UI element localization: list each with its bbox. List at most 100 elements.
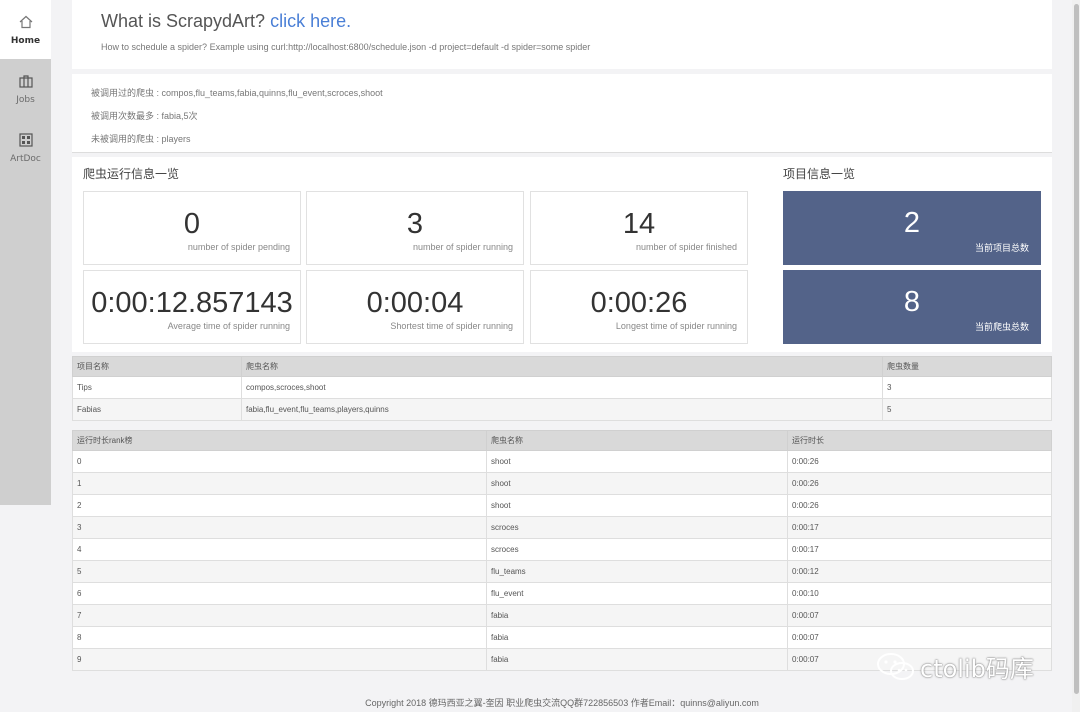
scrollbar[interactable] [1072,0,1080,712]
run-time-cell: 0:00:26 [787,472,1052,495]
spider-name-cell: fabia [486,648,788,671]
table-row: 3 scroces 0:00:17 [72,516,1052,539]
table-row: 2 shoot 0:00:26 [72,494,1052,517]
page-title: What is ScrapydArt? click here. [101,11,351,32]
stat-card-running: 3 number of spider running [306,191,524,265]
column-header: 爬虫名称 [241,356,883,377]
run-time-cell: 0:00:17 [787,516,1052,539]
rank-cell: 1 [72,472,487,495]
scrollbar-thumb[interactable] [1074,4,1079,694]
rank-cell: 2 [72,494,487,517]
footer-copyright: Copyright 2018 德玛西亚之翼-奎因 职业爬虫交流QQ群722856… [365,698,759,708]
watermark-text: ctolib码库 [920,655,1034,683]
stat-caption: Average time of spider running [167,321,290,331]
stat-caption: number of spider finished [635,242,737,252]
spider-name-cell: shoot [486,494,788,517]
projects-table: 项目名称 爬虫名称 爬虫数量 Tips compos,scroces,shoot… [72,356,1052,421]
table-row: 8 fabia 0:00:07 [72,626,1052,649]
rank-cell: 0 [72,450,487,473]
rank-cell: 6 [72,582,487,605]
column-header: 项目名称 [72,356,242,377]
rank-cell: 9 [72,648,487,671]
rank-table: 运行时长rank榜 爬虫名称 运行时长 0 shoot 0:00:26 1 shoot… [72,430,1052,671]
header-panel: What is ScrapydArt? click here. How to s… [72,0,1052,69]
project-name-cell: Tips [72,376,242,399]
spider-count-caption: 当前爬虫总数 [974,323,1029,333]
table-row: Fabias fabia,flu_event,flu_teams,players… [72,398,1052,421]
sidebar-item-artdoc[interactable]: ArtDoc [0,118,51,177]
spider-names-cell: fabia,flu_event,flu_teams,players,quinns [241,398,883,421]
column-header: 运行时长 [787,430,1052,451]
run-time-cell: 0:00:10 [787,582,1052,605]
run-time-cell: 0:00:07 [787,626,1052,649]
project-name-cell: Fabias [72,398,242,421]
sidebar: Home Jobs ArtDoc [0,0,51,505]
stats-panel: 爬虫运行信息一览 项目信息一览 0 number of spider pendi… [72,157,1052,352]
run-time-cell: 0:00:07 [787,648,1052,671]
stat-value: 14 [622,208,656,240]
rank-cell: 8 [72,626,487,649]
sidebar-item-label: ArtDoc [10,153,41,164]
run-time-cell: 0:00:26 [787,450,1052,473]
run-time-cell: 0:00:26 [787,494,1052,517]
stat-value: 0 [183,208,201,240]
spider-count-card: 8 当前爬虫总数 [783,270,1041,344]
project-count-card: 2 当前项目总数 [783,191,1041,265]
grid-icon [18,132,33,147]
rank-cell: 7 [72,604,487,627]
rank-cell: 4 [72,538,487,561]
spider-name-cell: flu_teams [486,560,788,583]
click-here-link[interactable]: click here. [270,11,352,31]
stat-card-shortest-time: 0:00:04 Shortest time of spider running [306,270,524,344]
project-count-caption: 当前项目总数 [974,244,1029,254]
sidebar-item-home[interactable]: Home [0,0,51,59]
table-row: 9 fabia 0:00:07 [72,648,1052,671]
table-row: 7 fabia 0:00:07 [72,604,1052,627]
most-called-text: 被调用次数最多 : fabia,5次 [91,111,198,121]
stat-value: 0:00:04 [366,287,464,319]
run-time-cell: 0:00:07 [787,604,1052,627]
spider-count-cell: 3 [882,376,1052,399]
sidebar-item-label: Home [10,35,41,46]
spider-names-cell: compos,scroces,shoot [241,376,883,399]
stat-value: 0:00:26 [590,287,688,319]
spider-name-cell: scroces [486,516,788,539]
stat-caption: number of spider running [412,242,513,252]
sidebar-item-jobs[interactable]: Jobs [0,59,51,118]
stat-card-longest-time: 0:00:26 Longest time of spider running [530,270,748,344]
schedule-hint: How to schedule a spider? Example using … [101,42,591,52]
briefcase-icon [18,74,33,88]
stat-value: 3 [406,208,424,240]
stat-value: 0:00:12.857143 [91,287,293,319]
table-row: 1 shoot 0:00:26 [72,472,1052,495]
spider-name-cell: shoot [486,450,788,473]
table-row: 0 shoot 0:00:26 [72,450,1052,473]
column-header: 运行时长rank榜 [72,430,487,451]
wechat-icon [877,652,914,680]
project-stats-title: 项目信息一览 [783,167,856,181]
summary-panel: 被调用过的爬虫 : compos,flu_teams,fabia,quinns,… [72,74,1052,153]
stat-card-pending: 0 number of spider pending [83,191,301,265]
uncalled-spiders-text: 未被调用的爬虫 : players [91,134,191,144]
stat-caption: Longest time of spider running [615,321,737,331]
spider-name-cell: scroces [486,538,788,561]
column-header: 爬虫数量 [882,356,1052,377]
run-time-cell: 0:00:17 [787,538,1052,561]
called-spiders-text: 被调用过的爬虫 : compos,flu_teams,fabia,quinns,… [91,88,383,98]
stat-card-finished: 14 number of spider finished [530,191,748,265]
table-header-row: 项目名称 爬虫名称 爬虫数量 [72,356,1052,377]
home-icon [19,15,32,28]
spider-count-cell: 5 [882,398,1052,421]
sidebar-item-label: Jobs [16,94,35,105]
title-text: What is ScrapydArt? [101,11,266,31]
stat-card-average-time: 0:00:12.857143 Average time of spider ru… [83,270,301,344]
project-count-value: 2 [903,207,921,239]
rank-cell: 3 [72,516,487,539]
table-row: 4 scroces 0:00:17 [72,538,1052,561]
table-row: 6 flu_event 0:00:10 [72,582,1052,605]
watermark: ctolib码库 [876,649,1034,684]
table-row: 5 flu_teams 0:00:12 [72,560,1052,583]
spider-name-cell: fabia [486,604,788,627]
rank-cell: 5 [72,560,487,583]
run-time-cell: 0:00:12 [787,560,1052,583]
